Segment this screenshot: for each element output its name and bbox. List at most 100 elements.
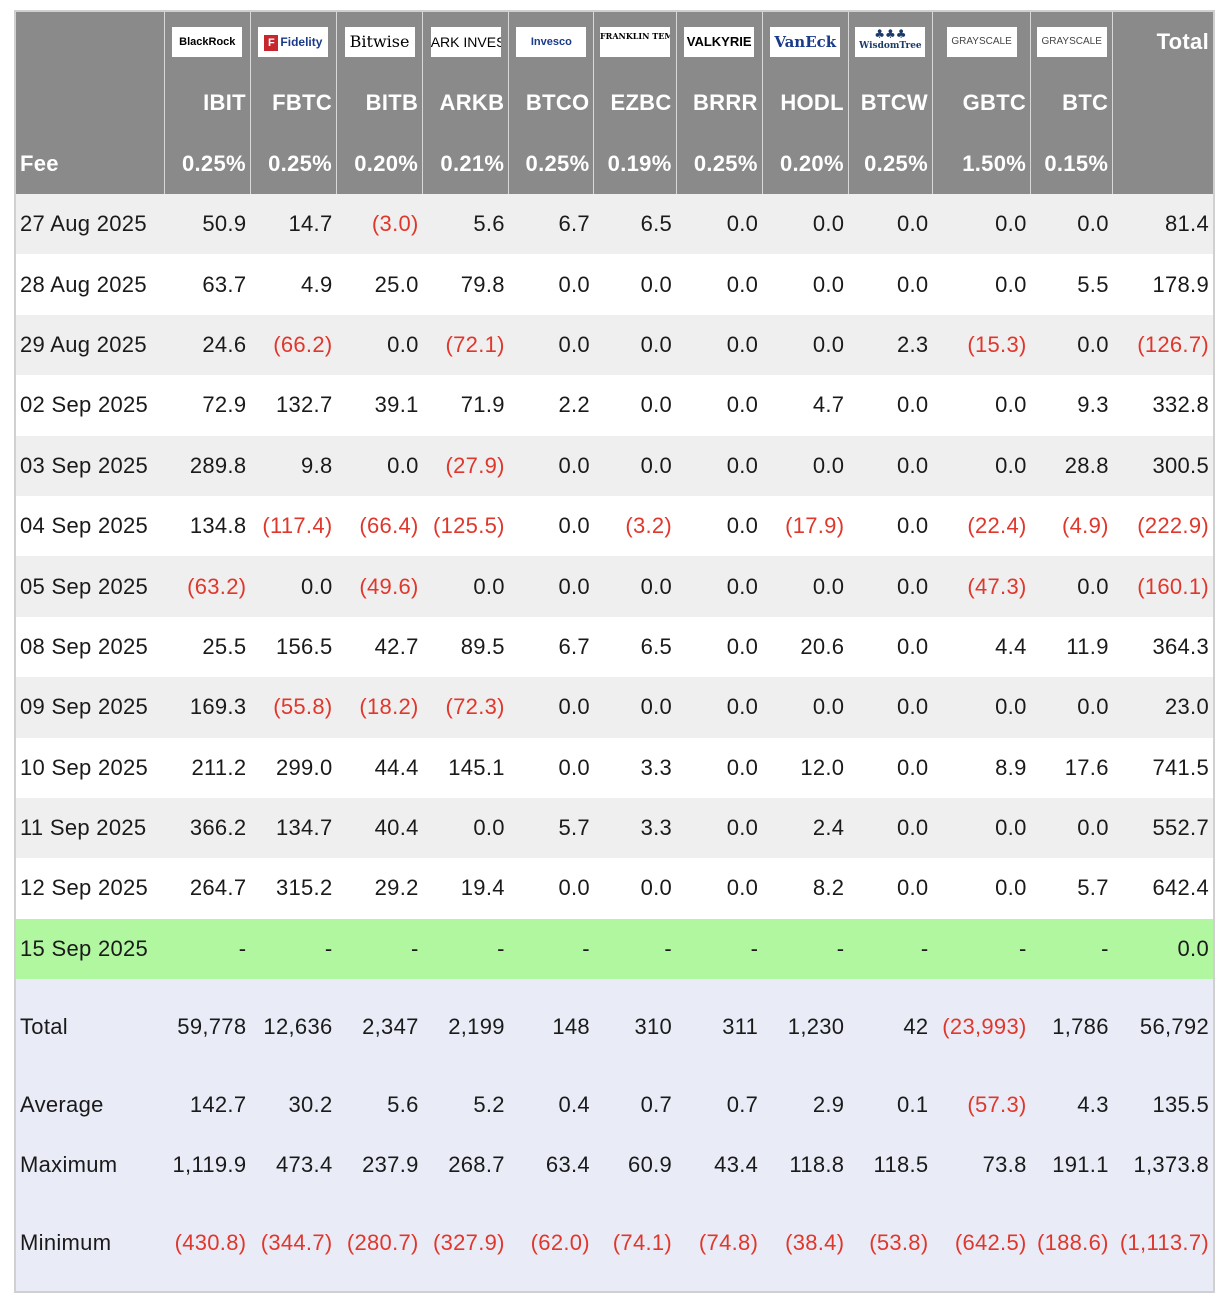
summary-cell: 4.3 [1030, 1075, 1113, 1136]
summary-cell: (57.3) [932, 1075, 1031, 1136]
summary-cell: (327.9) [422, 1195, 509, 1292]
issuer-logo-cell: F Fidelity [249, 12, 337, 72]
flow-cell: 145.1 [422, 737, 509, 798]
flow-cell: 0.0 [593, 858, 677, 919]
summary-cell: 1,119.9 [164, 1135, 251, 1196]
summary-cell: (62.0) [508, 1195, 594, 1292]
flow-cell: 0.0 [676, 858, 763, 919]
date-cell: 27 Aug 2025 [16, 194, 165, 255]
ticker-header: BTCO [508, 72, 594, 133]
summary-cell: 42 [848, 979, 933, 1076]
row-total-cell: (160.1) [1112, 556, 1213, 617]
blackrock-logo: BlackRock [172, 27, 243, 57]
flow-cell: 0.0 [676, 556, 763, 617]
flow-cell: 5.5 [1030, 254, 1113, 315]
summary-cell: 135.5 [1112, 1075, 1213, 1136]
row-total-cell: 552.7 [1112, 797, 1213, 859]
fee-value: 0.25% [847, 133, 933, 194]
vaneck-logo: VanEck [770, 27, 841, 57]
flow-cell: 2.2 [508, 375, 594, 436]
date-cell: 08 Sep 2025 [16, 616, 165, 678]
summary-cell: 1,230 [762, 979, 849, 1076]
flow-cell: 0.0 [593, 254, 677, 315]
flow-cell: 0.0 [848, 495, 933, 557]
ticker-header: IBIT [163, 72, 251, 133]
row-total-cell: 364.3 [1112, 616, 1213, 678]
summary-cell: 5.6 [336, 1075, 423, 1136]
summary-cell: (53.8) [848, 1195, 933, 1292]
flow-cell: 366.2 [164, 797, 251, 859]
flow-cell: 0.0 [676, 314, 763, 376]
flow-cell: - [250, 918, 337, 980]
flow-cell: (27.9) [422, 435, 509, 496]
flow-cell: 0.0 [932, 858, 1031, 919]
flow-cell: 25.5 [164, 616, 251, 678]
flow-cell: 0.0 [762, 556, 849, 617]
flow-cell: 3.3 [593, 797, 677, 859]
row-total-cell: (126.7) [1112, 314, 1213, 376]
flow-cell: 0.0 [593, 677, 677, 738]
flow-cell: 9.8 [250, 435, 337, 496]
flow-cell: 0.0 [336, 435, 423, 496]
flow-cell: (4.9) [1030, 495, 1113, 557]
flow-cell: 0.0 [508, 677, 594, 738]
flow-cell: 0.0 [422, 556, 509, 617]
valkyrie-logo: VALKYRIE [684, 27, 755, 57]
issuer-logo-cell: GRAYSCALE [1030, 12, 1113, 72]
flow-cell: 4.7 [762, 375, 849, 436]
fee-row: Fee 0.25% 0.25% 0.20% 0.21% 0.25% 0.19% 0.25% 0… [16, 133, 1213, 194]
row-total-cell: 741.5 [1112, 737, 1213, 798]
flow-cell: 0.0 [593, 435, 677, 496]
flow-cell: 25.0 [336, 254, 423, 315]
flow-cell: 0.0 [676, 435, 763, 496]
table-row: 12 Sep 2025 264.7 315.2 29.2 19.4 0.0 0.0 0.0 8.… [16, 858, 1213, 919]
summary-label: Total [16, 979, 165, 1076]
issuer-logo-cell: VALKYRIE [675, 12, 763, 72]
corner-cell [16, 12, 165, 72]
ticker-header: BTCW [847, 72, 933, 133]
flow-cell: 0.0 [932, 254, 1031, 315]
issuer-logo-cell: Bitwise [336, 12, 423, 72]
flow-cell: 315.2 [250, 858, 337, 919]
flow-cell: 0.0 [508, 435, 594, 496]
flow-cell: 0.0 [508, 254, 594, 315]
flow-cell: 5.7 [508, 797, 594, 859]
flow-cell: - [422, 918, 509, 980]
flow-cell: - [336, 918, 423, 980]
date-cell: 03 Sep 2025 [16, 435, 165, 496]
summary-cell: 311 [676, 979, 763, 1076]
flow-cell: - [848, 918, 933, 980]
issuer-logo-cell: FRANKLIN TEMPLETON [593, 12, 677, 72]
flow-cell: 0.0 [1030, 677, 1113, 738]
flow-cell: - [164, 918, 251, 980]
flow-cell: 0.0 [422, 797, 509, 859]
summary-cell: 5.2 [422, 1075, 509, 1136]
flow-cell: 299.0 [250, 737, 337, 798]
flow-cell: 0.0 [676, 375, 763, 436]
table-row: 04 Sep 2025 134.8 (117.4) (66.4) (125.5) 0.0(… [16, 495, 1213, 557]
grayscale-logo: GRAYSCALE [946, 27, 1017, 57]
flow-cell: (72.1) [422, 314, 509, 376]
summary-cell: 1,786 [1030, 979, 1113, 1076]
flow-cell: 8.2 [762, 858, 849, 919]
flow-cell: 0.0 [848, 556, 933, 617]
row-total-cell: 23.0 [1112, 677, 1213, 738]
flow-cell: 0.0 [676, 254, 763, 315]
flow-cell: 134.8 [164, 495, 251, 557]
ark-invest-logo: ARK INVEST [430, 27, 501, 57]
wisdomtree-logo: ♣♣♣ WisdomTree [855, 27, 926, 57]
flow-cell: 0.0 [932, 677, 1031, 738]
summary-cell: 43.4 [676, 1135, 763, 1196]
summary-cell: (38.4) [762, 1195, 849, 1292]
summary-cell: (280.7) [336, 1195, 423, 1292]
flow-cell: - [676, 918, 763, 980]
flow-cell: 0.0 [1030, 314, 1113, 376]
fee-value: 0.19% [593, 133, 677, 194]
flow-cell: 79.8 [422, 254, 509, 315]
flow-cell: 134.7 [250, 797, 337, 859]
flow-cell: 39.1 [336, 375, 423, 436]
table-row: 15 Sep 2025- - - - - - - - - - -0.0 [16, 918, 1213, 980]
flow-cell: 40.4 [336, 797, 423, 859]
ticker-header: FBTC [249, 72, 337, 133]
issuer-logo-cell: VanEck [761, 12, 849, 72]
